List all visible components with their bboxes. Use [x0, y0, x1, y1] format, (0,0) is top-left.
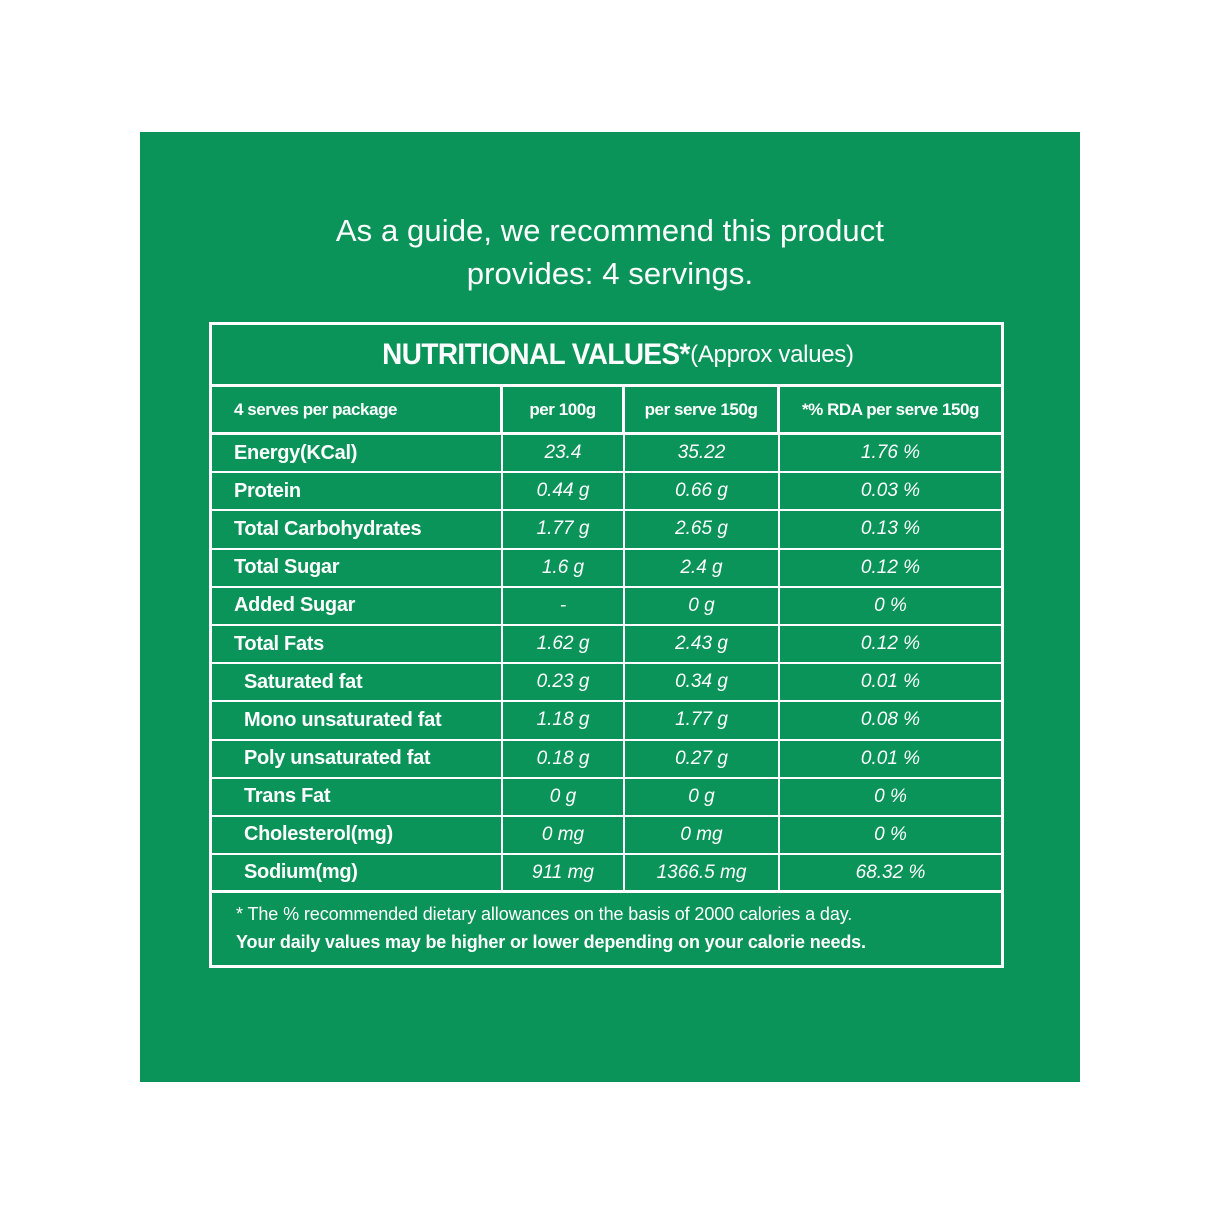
- value-per-100g: 0.18 g: [503, 740, 625, 777]
- value-per-serve-150g: 0.34 g: [625, 664, 780, 701]
- table-row: Saturated fat 0.23 g 0.34 g 0.01 %: [212, 664, 1001, 703]
- value-per-100g: 0.44 g: [503, 473, 625, 510]
- value-per-100g: 0.23 g: [503, 664, 625, 701]
- value-rda-per-serve-150g: 0.01 %: [860, 671, 921, 693]
- table-row: Total Fats 1.62 g 2.43 g 0.12 %: [212, 625, 1001, 665]
- column-header-rda: *% RDA per serve 150g: [801, 399, 979, 419]
- value-per-serve-150g: 0.27 g: [625, 740, 780, 777]
- serving-guide-line-1: As a guide, we recommend this product: [335, 213, 885, 248]
- value-per-serve-150g: 2.65 g: [625, 511, 780, 548]
- value-per-100g: 1.62 g: [503, 625, 625, 663]
- nutrient-label: Energy(KCal): [212, 435, 503, 472]
- footnote-line-2: Your daily values may be higher or lower…: [236, 932, 866, 953]
- table-row: Sodium(mg) 911 mg 1366.5 mg 68.32 %: [212, 855, 1001, 894]
- value-rda-per-serve-150g: 0.03 %: [860, 480, 921, 502]
- value-per-serve-150g: 1.77 g: [625, 702, 780, 739]
- nutrition-panel: As a guide, we recommend this product pr…: [140, 132, 1080, 1082]
- table-title-band: NUTRITIONAL VALUES* (Approx values): [212, 325, 1001, 387]
- nutrient-label: Added Sugar: [212, 587, 503, 624]
- value-rda-per-serve-150g: 0 %: [874, 594, 907, 616]
- table-row: Added Sugar -0 g 0 %: [212, 587, 1001, 626]
- value-rda-per-serve-150g: 0.01 %: [860, 747, 921, 769]
- value-per-serve-150g: 0 mg: [625, 816, 780, 854]
- nutrient-label: Protein: [212, 473, 503, 510]
- table-title-approx-note: (Approx values): [690, 340, 854, 368]
- nutritional-values-table: NUTRITIONAL VALUES* (Approx values) 4 se…: [209, 322, 1004, 969]
- value-per-100g: 0 mg: [503, 816, 625, 854]
- value-rda-per-serve-150g: 0.12 %: [860, 633, 921, 655]
- column-header-per-serve: per serve 150g: [625, 387, 780, 432]
- table-title: NUTRITIONAL VALUES*: [382, 337, 691, 371]
- table-row: Energy(KCal) 23.4 35.22 1.76 %: [212, 435, 1001, 474]
- value-per-serve-150g: 1366.5 mg: [625, 855, 780, 891]
- nutrient-label: Poly unsaturated fat: [212, 740, 503, 777]
- value-per-100g: 23.4: [503, 435, 625, 472]
- table-row: Poly unsaturated fat 0.18 g 0.27 g 0.01 %: [212, 740, 1001, 779]
- serving-guide-line-2: provides: 4 servings.: [466, 255, 754, 291]
- value-per-serve-150g: 0.66 g: [625, 473, 780, 510]
- value-rda-per-serve-150g: 0.12 %: [860, 556, 921, 578]
- column-header-per-100g: per 100g: [503, 387, 625, 432]
- nutrient-label: Mono unsaturated fat: [212, 702, 503, 739]
- value-per-100g: 911 mg: [503, 855, 625, 891]
- footnote-line-1: * The % recommended dietary allowances o…: [236, 904, 853, 925]
- nutrient-label: Sodium(mg): [212, 855, 503, 891]
- value-per-serve-150g: 0 g: [625, 778, 780, 815]
- value-rda-per-serve-150g: 0.08 %: [860, 709, 921, 731]
- value-per-serve-150g: 35.22: [625, 435, 780, 472]
- value-per-100g: -: [503, 587, 625, 624]
- serving-guide-text: As a guide, we recommend this product pr…: [140, 210, 1080, 296]
- nutrient-label: Trans Fat: [212, 778, 503, 815]
- table-header-row: 4 serves per package per 100g per serve …: [212, 387, 1001, 435]
- table-body: Energy(KCal) 23.4 35.22 1.76 % Protein 0.44 g…: [212, 435, 1001, 894]
- value-per-100g: 1.18 g: [503, 702, 625, 739]
- value-rda-per-serve-150g: 0 %: [874, 785, 907, 807]
- table-row: Total Sugar 1.6 g 2.4 g 0.12 %: [212, 549, 1001, 588]
- table-row: Total Carbohydrates 1.77 g 2.65 g 0.13 %: [212, 511, 1001, 550]
- value-per-serve-150g: 2.4 g: [625, 549, 780, 586]
- value-per-serve-150g: 2.43 g: [625, 625, 780, 663]
- nutrient-label: Total Carbohydrates: [212, 511, 503, 548]
- value-per-100g: 1.77 g: [503, 511, 625, 548]
- value-rda-per-serve-150g: 68.32 %: [855, 861, 926, 883]
- table-row: Mono unsaturated fat 1.18 g 1.77 g 0.08 %: [212, 702, 1001, 741]
- nutrient-label: Cholesterol(mg): [212, 816, 503, 854]
- table-footnote: * The % recommended dietary allowances o…: [212, 893, 1001, 965]
- value-per-100g: 1.6 g: [503, 549, 625, 586]
- value-per-100g: 0 g: [503, 778, 625, 815]
- nutrient-label: Total Fats: [212, 625, 503, 663]
- nutrient-label: Saturated fat: [212, 664, 503, 701]
- nutrient-label: Total Sugar: [212, 549, 503, 586]
- value-per-serve-150g: 0 g: [625, 587, 780, 624]
- value-rda-per-serve-150g: 0 %: [874, 823, 907, 845]
- column-header-serves: 4 serves per package: [212, 387, 503, 432]
- value-rda-per-serve-150g: 1.76 %: [860, 442, 921, 464]
- table-row: Cholesterol(mg) 0 mg 0 mg 0 %: [212, 816, 1001, 856]
- table-row: Protein 0.44 g 0.66 g 0.03 %: [212, 473, 1001, 512]
- value-rda-per-serve-150g: 0.13 %: [860, 518, 921, 540]
